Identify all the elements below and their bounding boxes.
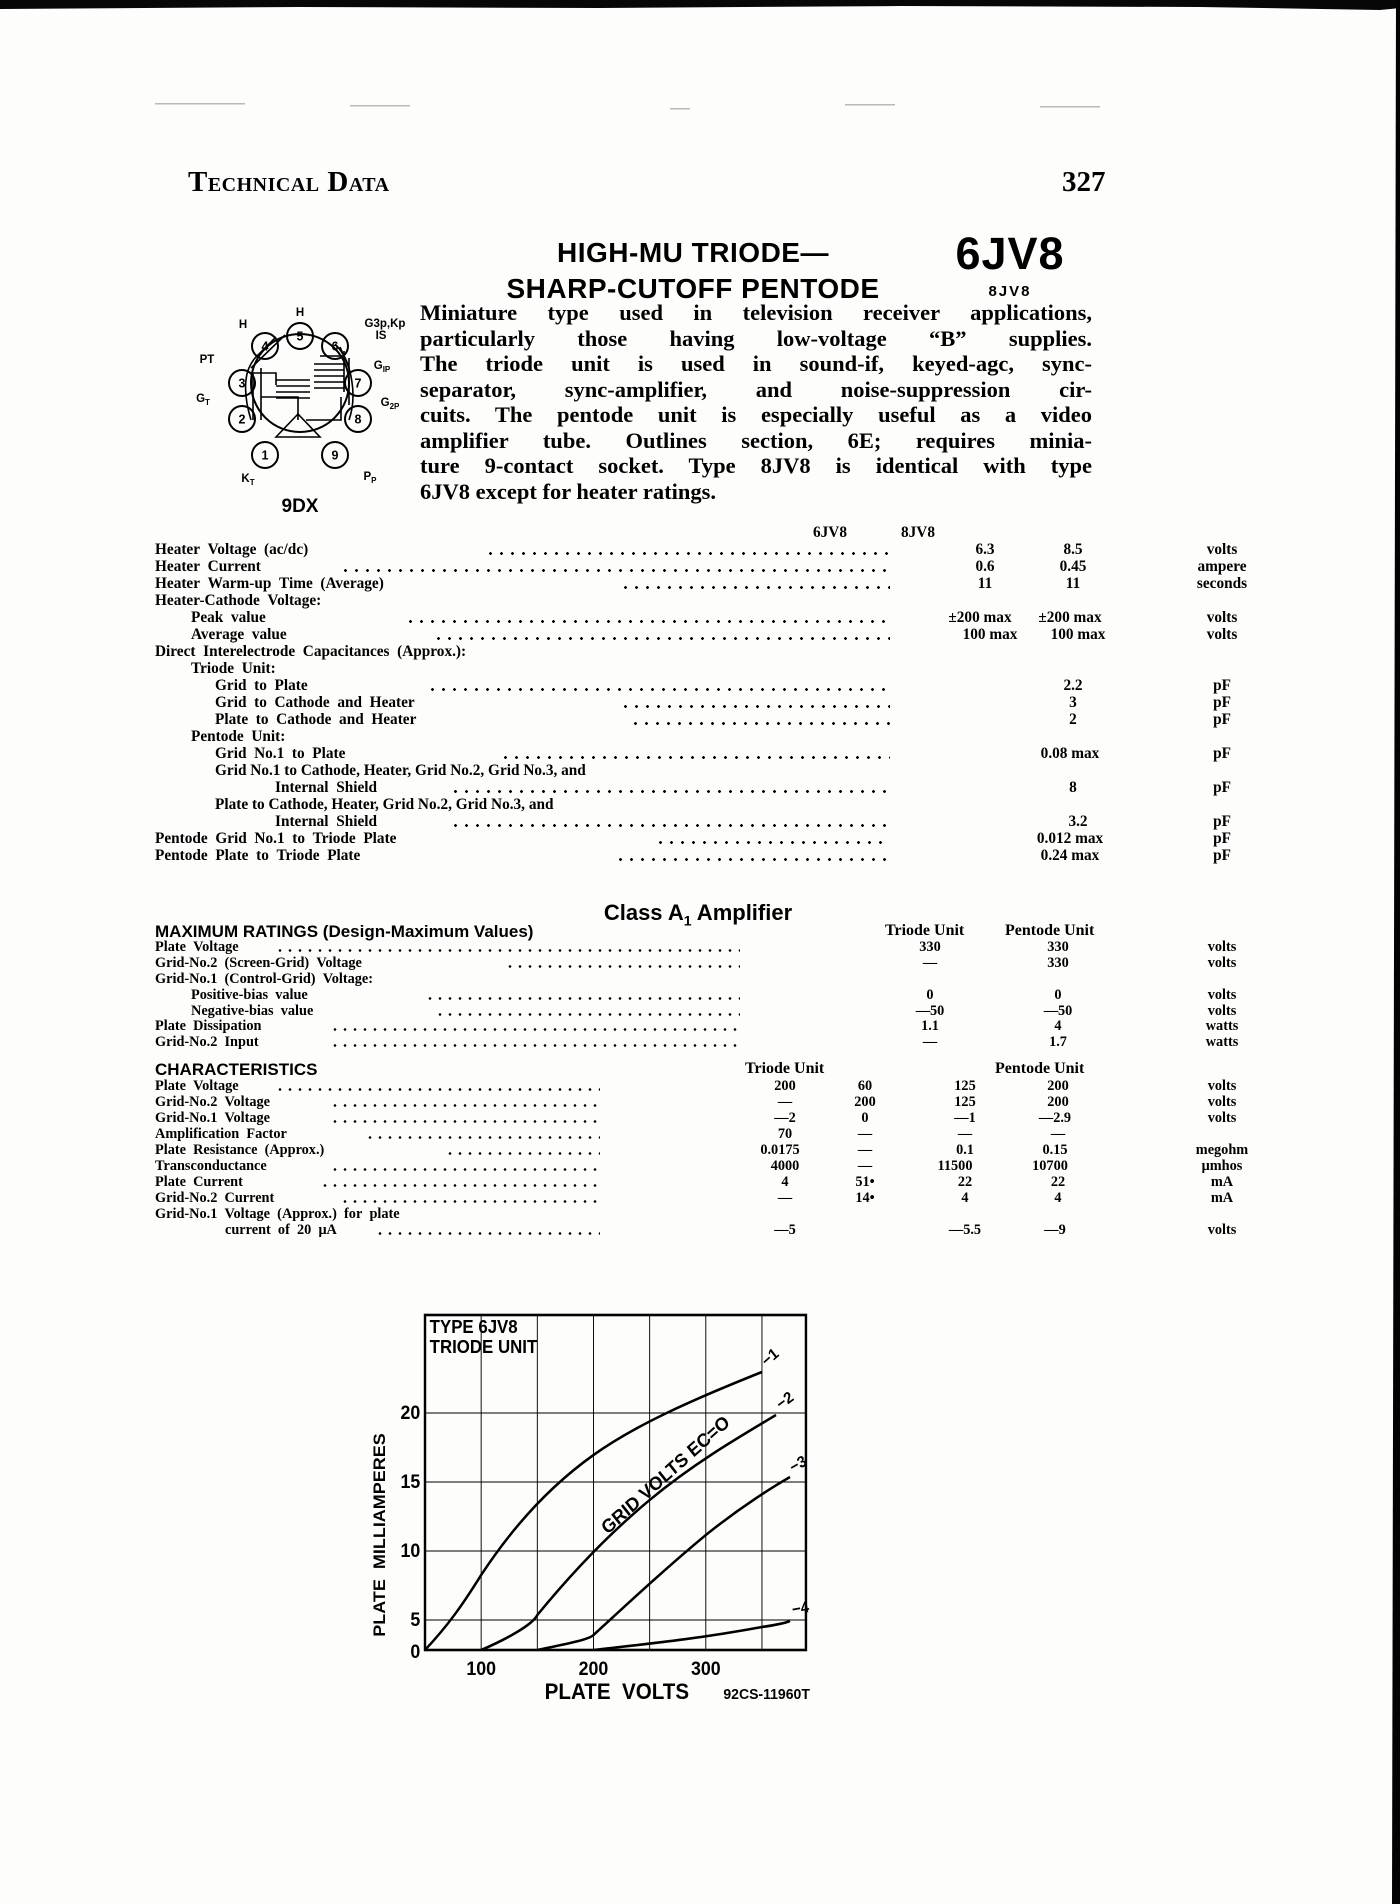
svg-text:2: 2 [239,413,246,427]
svg-text:5: 5 [410,1608,420,1630]
svg-text:7: 7 [355,377,362,391]
svg-text:92CS-11960T: 92CS-11960T [723,1687,810,1704]
svg-text:GIP: GIP [374,360,391,374]
svg-text:100: 100 [466,1657,496,1679]
svg-text:6: 6 [332,340,339,354]
svg-text:H: H [296,307,304,319]
svg-text:TYPE 6JV8: TYPE 6JV8 [430,1316,518,1337]
svg-text:3: 3 [239,377,246,391]
svg-text:−2: −2 [773,1389,796,1414]
svg-text:KT: KT [241,473,254,487]
svg-text:0: 0 [410,1640,420,1662]
svg-text:H: H [239,319,247,331]
svg-text:5: 5 [297,330,304,344]
svg-text:PLATE MILLIAMPERES: PLATE MILLIAMPERES [369,1433,388,1637]
svg-text:PP: PP [363,471,377,485]
svg-text:GRID VOLTS EC=O: GRID VOLTS EC=O [597,1411,733,1538]
svg-text:9: 9 [332,449,339,463]
svg-text:9DX: 9DX [282,496,319,517]
svg-text:PT: PT [200,354,215,366]
svg-text:10: 10 [401,1539,421,1561]
svg-text:IS: IS [376,330,387,342]
svg-text:GT: GT [196,393,210,407]
svg-text:8: 8 [355,413,362,427]
svg-text:G3p,Kp: G3p,Kp [365,318,406,330]
svg-text:1: 1 [262,449,269,463]
svg-text:15: 15 [401,1470,421,1492]
svg-text:200: 200 [579,1657,609,1679]
svg-text:TRIODE UNIT: TRIODE UNIT [430,1336,538,1357]
svg-text:4: 4 [262,340,269,354]
svg-text:G2P: G2P [381,397,400,411]
svg-text:−4: −4 [791,1599,811,1620]
svg-text:300: 300 [691,1657,721,1679]
svg-text:20: 20 [401,1401,421,1423]
svg-text:PLATE VOLTS: PLATE VOLTS [545,1679,689,1704]
